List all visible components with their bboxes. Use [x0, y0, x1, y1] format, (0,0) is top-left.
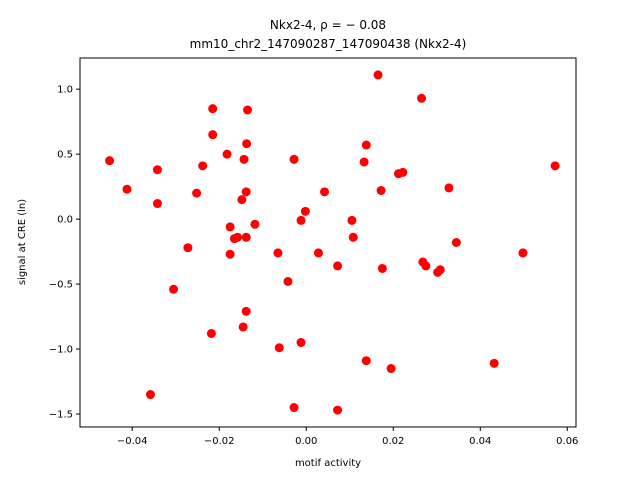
- data-point-30: [348, 232, 358, 242]
- data-point-16: [393, 169, 403, 179]
- data-point-42: [333, 261, 343, 271]
- data-point-52: [274, 343, 284, 353]
- data-point-37: [313, 248, 323, 258]
- data-point-12: [198, 161, 208, 171]
- y-tick-label-2: −0.5: [49, 280, 73, 291]
- data-point-36: [273, 248, 283, 258]
- data-point-6: [361, 140, 371, 150]
- data-point-46: [283, 276, 293, 286]
- data-point-49: [238, 322, 248, 332]
- data-point-47: [169, 284, 179, 294]
- x-axis-label: motif activity: [295, 458, 361, 469]
- data-point-58: [333, 405, 343, 415]
- data-point-13: [550, 161, 560, 171]
- y-tick-label-3: 0.0: [57, 215, 73, 226]
- data-point-50: [206, 328, 216, 338]
- x-tick-label-4: 0.04: [469, 436, 491, 447]
- data-point-26: [296, 215, 306, 225]
- data-point-2: [208, 104, 218, 114]
- data-point-8: [105, 156, 115, 166]
- x-tick-label-2: 0.00: [295, 436, 317, 447]
- x-tick-label-3: 0.02: [382, 436, 404, 447]
- data-point-57: [289, 403, 299, 413]
- chart-title-line1: Nkx2-4, ρ = − 0.08: [270, 18, 386, 32]
- data-point-48: [241, 306, 251, 316]
- data-point-45: [433, 267, 443, 277]
- data-point-22: [192, 188, 202, 198]
- data-point-3: [243, 105, 253, 115]
- data-point-51: [296, 338, 306, 348]
- data-point-35: [183, 243, 193, 253]
- data-point-43: [377, 263, 387, 273]
- x-tick-label-0: −0.04: [117, 436, 148, 447]
- y-axis-label: signal at CRE (ln): [17, 199, 28, 285]
- y-tick-label-0: −1.5: [49, 410, 73, 421]
- data-point-53: [361, 356, 371, 366]
- data-point-33: [241, 232, 251, 242]
- data-point-24: [152, 199, 162, 209]
- data-point-39: [225, 249, 235, 259]
- data-point-17: [122, 184, 132, 194]
- x-tick-label-5: 0.06: [556, 436, 578, 447]
- data-point-56: [145, 390, 155, 400]
- y-ticks: −1.5 −1.0 −0.5 0.0 0.5 1.0: [49, 85, 80, 421]
- data-point-41: [421, 261, 431, 271]
- data-point-21: [320, 187, 330, 197]
- points-layer: [105, 70, 560, 415]
- data-point-14: [152, 165, 162, 175]
- data-point-0: [373, 70, 383, 80]
- data-point-54: [489, 358, 499, 368]
- data-point-1: [417, 93, 427, 103]
- x-tick-label-1: −0.02: [204, 436, 235, 447]
- data-point-34: [451, 238, 461, 247]
- data-point-25: [300, 206, 310, 216]
- data-point-27: [347, 215, 357, 225]
- data-point-29: [225, 222, 235, 232]
- data-point-38: [518, 248, 528, 258]
- y-tick-label-5: 1.0: [57, 85, 73, 96]
- data-point-32: [233, 232, 242, 242]
- data-point-18: [444, 183, 454, 193]
- data-point-23: [237, 195, 247, 205]
- data-point-10: [289, 154, 299, 164]
- data-point-7: [222, 149, 232, 159]
- data-point-9: [239, 154, 249, 164]
- data-point-20: [241, 187, 251, 197]
- x-ticks: −0.04 −0.02 0.00 0.02 0.04 0.06: [117, 427, 578, 447]
- chart-title-line2: mm10_chr2_147090287_147090438 (Nkx2-4): [190, 37, 467, 51]
- data-point-55: [386, 364, 396, 374]
- data-point-5: [242, 139, 252, 149]
- data-point-28: [250, 219, 260, 229]
- data-point-19: [376, 186, 386, 196]
- data-point-11: [359, 157, 369, 167]
- plot-frame: [79, 57, 577, 428]
- y-tick-label-1: −1.0: [49, 345, 73, 356]
- y-tick-label-4: 0.5: [57, 150, 73, 161]
- data-point-4: [208, 130, 218, 140]
